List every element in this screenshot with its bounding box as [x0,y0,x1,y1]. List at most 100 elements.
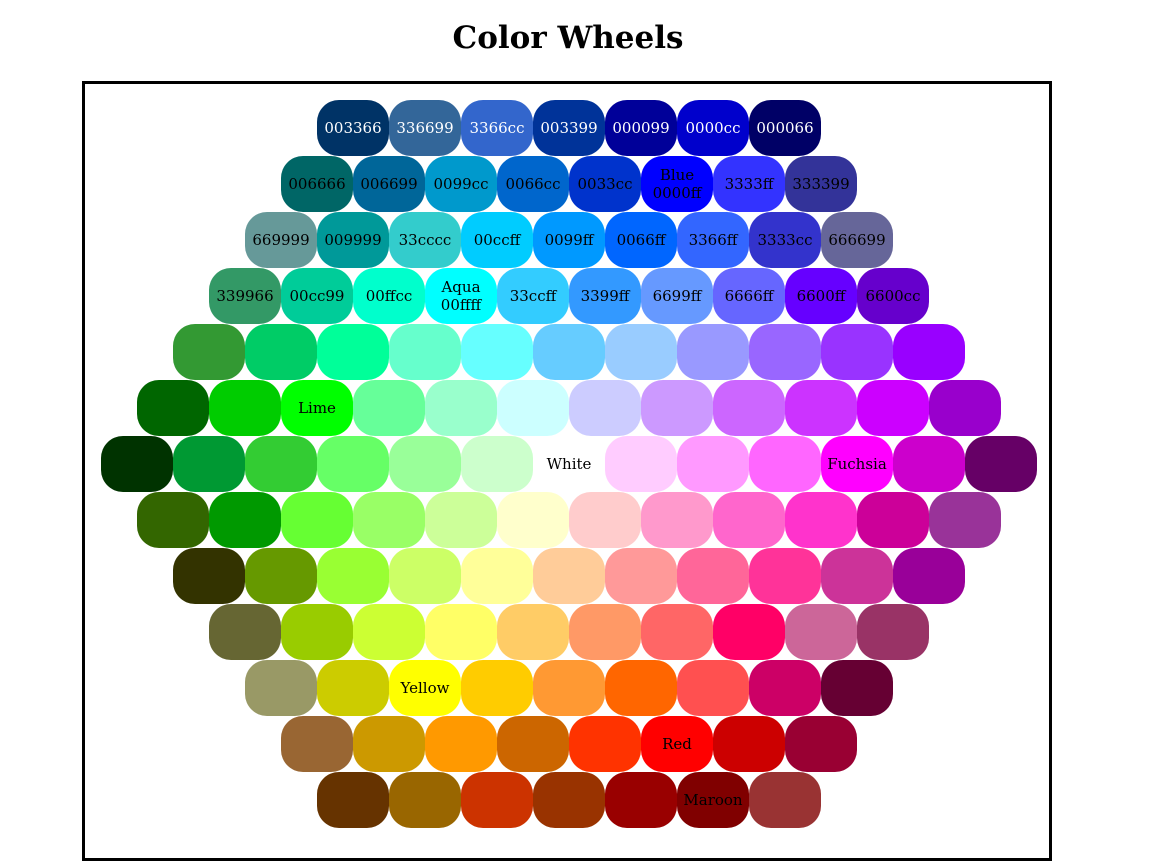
color-swatch: 006666 [281,156,353,212]
color-swatch: 006699 [353,156,425,212]
color-swatch: 3333cc [749,212,821,268]
color-swatch: Maroon [677,772,749,828]
color-swatch [965,436,1037,492]
color-swatch [497,604,569,660]
color-swatch: 3366cc [461,100,533,156]
color-swatch [893,324,965,380]
color-swatch [317,660,389,716]
color-swatch: 339966 [209,268,281,324]
color-swatch: 33ccff [497,268,569,324]
color-swatch: 669999 [245,212,317,268]
color-swatch [605,660,677,716]
color-swatch: White [533,436,605,492]
color-swatch: 0033cc [569,156,641,212]
color-swatch [857,380,929,436]
color-swatch [101,436,173,492]
color-swatch: Aqua 00ffff [425,268,497,324]
color-swatch [137,380,209,436]
color-swatch [389,436,461,492]
color-swatch: Lime [281,380,353,436]
color-swatch [677,660,749,716]
color-swatch [641,604,713,660]
color-swatch [497,380,569,436]
chart-title: Color Wheels [452,20,684,56]
color-swatch [173,324,245,380]
color-swatch [605,548,677,604]
color-swatch [389,324,461,380]
color-swatch [605,324,677,380]
color-swatch [677,436,749,492]
color-swatch [317,772,389,828]
color-swatch: Blue 0000ff [641,156,713,212]
color-swatch: 00ffcc [353,268,425,324]
color-swatch: 00ccff [461,212,533,268]
color-swatch: 6600cc [857,268,929,324]
color-swatch [497,492,569,548]
color-swatch [461,660,533,716]
color-swatch [713,716,785,772]
color-swatch: 6600ff [785,268,857,324]
color-swatch: 000099 [605,100,677,156]
color-swatch [569,604,641,660]
color-swatch [785,716,857,772]
color-swatch: 003399 [533,100,605,156]
color-swatch [209,604,281,660]
color-swatch [821,660,893,716]
color-swatch [425,492,497,548]
color-swatch: 0066cc [497,156,569,212]
color-swatch [281,604,353,660]
color-swatch [821,548,893,604]
color-swatch [425,604,497,660]
color-swatch [641,380,713,436]
color-swatch: 009999 [317,212,389,268]
color-swatch [605,772,677,828]
color-swatch: 6699ff [641,268,713,324]
color-swatch: 003366 [317,100,389,156]
color-swatch [281,716,353,772]
color-swatch [317,324,389,380]
color-swatch [677,324,749,380]
color-swatch [893,436,965,492]
color-swatch [245,436,317,492]
color-wheel: 003366 336699 3366cc 003399 000099 0000cc 0000… [101,100,1037,828]
color-swatch: 3399ff [569,268,641,324]
color-swatch [857,492,929,548]
color-swatch [569,716,641,772]
color-swatch: 33cccc [389,212,461,268]
color-swatch [929,380,1001,436]
color-swatch [569,492,641,548]
color-swatch: 666699 [821,212,893,268]
color-swatch: Yellow [389,660,461,716]
color-swatch [533,772,605,828]
color-swatch [245,324,317,380]
color-swatch [605,436,677,492]
color-swatch [353,604,425,660]
color-swatch [821,324,893,380]
color-swatch [929,492,1001,548]
color-swatch [749,324,821,380]
color-swatch [749,772,821,828]
color-swatch [533,660,605,716]
color-swatch [749,436,821,492]
color-swatch [461,772,533,828]
color-swatch: Red [641,716,713,772]
color-swatch: 3333ff [713,156,785,212]
color-swatch [425,716,497,772]
color-swatch: 000066 [749,100,821,156]
color-swatch [281,492,353,548]
color-swatch [749,548,821,604]
color-swatch [353,716,425,772]
color-swatch [785,604,857,660]
color-swatch [713,604,785,660]
color-swatch [245,548,317,604]
color-swatch: 0000cc [677,100,749,156]
color-swatch [533,548,605,604]
color-swatch: 00cc99 [281,268,353,324]
color-swatch [137,492,209,548]
color-swatch: Fuchsia [821,436,893,492]
color-swatch: 0099cc [425,156,497,212]
color-swatch [569,380,641,436]
color-swatch [893,548,965,604]
color-swatch [353,380,425,436]
color-swatch [173,548,245,604]
